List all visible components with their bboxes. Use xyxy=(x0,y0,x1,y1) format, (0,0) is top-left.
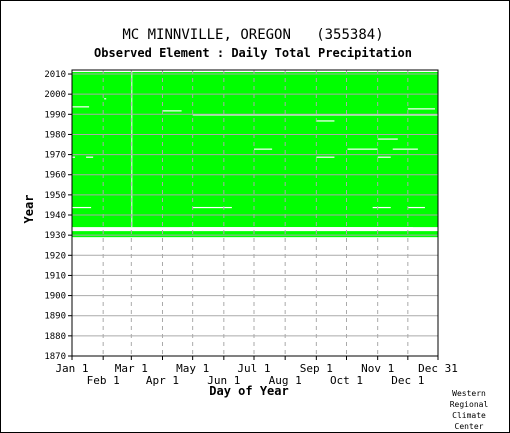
missing-gap xyxy=(72,156,76,158)
x-axis-label: Day of Year xyxy=(209,384,288,398)
x-tick-label: Apr 1 xyxy=(146,374,179,387)
y-tick-label: 2010 xyxy=(44,70,66,80)
missing-gap xyxy=(72,206,92,209)
y-tick-label: 1900 xyxy=(44,292,66,302)
x-tick-layer: Jan 1 Mar 1 May 1 Jul 1 Sep 1 Nov 1 Dec 31 Feb … xyxy=(55,356,458,387)
x-tick-label: Sep 1 xyxy=(300,362,333,375)
x-tick-label: Jul 1 xyxy=(237,362,270,375)
data-layer xyxy=(72,72,438,238)
missing-gap xyxy=(162,110,182,112)
y-tick-layer: 1870 1880 1890 1900 1910 1920 1930 1940 1950 1960… xyxy=(44,70,72,362)
missing-gap xyxy=(316,120,335,122)
y-tick-label: 1930 xyxy=(44,231,66,241)
missing-gap xyxy=(189,227,413,229)
y-tick-label: 1950 xyxy=(44,191,66,201)
missing-gap xyxy=(377,156,391,158)
x-tick-label: Mar 1 xyxy=(115,362,148,375)
missing-gap xyxy=(192,206,232,209)
x-tick-label: Feb 1 xyxy=(87,374,120,387)
chart-title: MC MINNVILLE, OREGON (355384) xyxy=(122,27,383,43)
x-tick-label: Nov 1 xyxy=(361,362,394,375)
missing-gap xyxy=(72,106,90,108)
x-tick-label: Aug 1 xyxy=(269,374,302,387)
y-tick-label: 1980 xyxy=(44,130,66,140)
missing-gap xyxy=(131,72,133,228)
credit-line: Western xyxy=(452,389,486,398)
missing-gap xyxy=(377,138,398,140)
y-tick-label: 1940 xyxy=(44,211,66,221)
y-axis-label: Year xyxy=(22,195,36,224)
missing-gap xyxy=(104,98,107,100)
y-tick-label: 1970 xyxy=(44,151,66,161)
x-tick-label: May 1 xyxy=(176,362,209,375)
y-tick-label: 1880 xyxy=(44,332,66,342)
x-tick-label: Dec 31 xyxy=(418,362,458,375)
y-tick-label: 1990 xyxy=(44,110,66,120)
credit-text: Western Regional Climate Center xyxy=(439,388,499,432)
missing-gap xyxy=(192,114,438,116)
y-tick-label: 1960 xyxy=(44,171,66,181)
x-tick-label: Jun 1 xyxy=(207,374,240,387)
missing-gap xyxy=(189,228,438,230)
missing-gap xyxy=(253,148,273,150)
missing-gap xyxy=(316,156,335,158)
x-tick-label: Oct 1 xyxy=(330,374,363,387)
y-tick-label: 2000 xyxy=(44,90,66,100)
missing-gap xyxy=(392,148,418,150)
missing-gap xyxy=(407,108,435,110)
y-tick-label: 1920 xyxy=(44,251,66,261)
chart-subtitle: Observed Element : Daily Total Precipita… xyxy=(94,46,412,60)
x-tick-label: Dec 1 xyxy=(391,374,424,387)
observed-block xyxy=(72,231,438,238)
missing-gap xyxy=(86,156,94,158)
credit-line: Climate xyxy=(452,411,486,420)
plot-border xyxy=(71,69,439,357)
missing-gap xyxy=(372,206,391,209)
x-tick-label: Jan 1 xyxy=(55,362,88,375)
missing-gap xyxy=(407,206,425,209)
y-tick-label: 1890 xyxy=(44,312,66,322)
credit-line: Center xyxy=(454,422,484,431)
y-tick-label: 1910 xyxy=(44,271,66,281)
missing-gap xyxy=(347,148,378,150)
credit-line: Regional xyxy=(449,400,489,409)
y-tick-label: 1870 xyxy=(44,352,66,362)
